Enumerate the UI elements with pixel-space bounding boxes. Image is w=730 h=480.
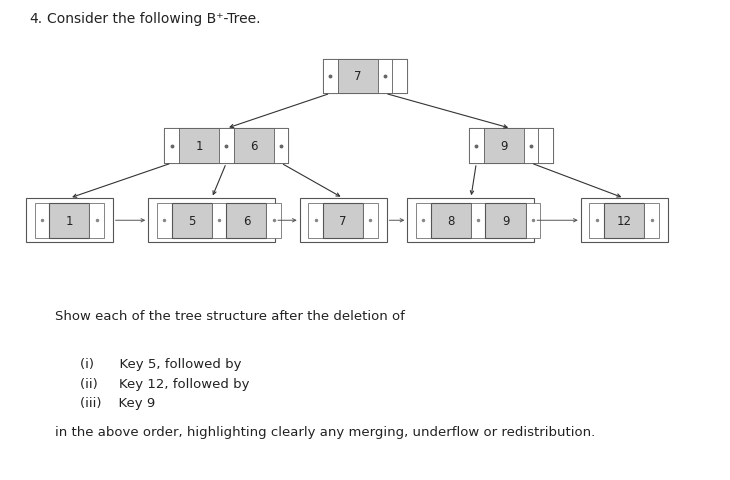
Bar xyxy=(378,60,393,94)
Bar xyxy=(309,204,323,238)
Bar xyxy=(157,204,172,238)
Bar xyxy=(212,204,226,238)
Bar xyxy=(483,129,524,164)
Bar xyxy=(364,204,378,238)
Bar xyxy=(219,129,234,164)
Bar xyxy=(299,199,387,243)
Bar xyxy=(164,129,288,164)
Bar xyxy=(393,60,407,94)
Text: 7: 7 xyxy=(354,70,361,84)
Bar xyxy=(323,204,363,238)
Text: 5: 5 xyxy=(188,214,196,228)
Text: 9: 9 xyxy=(500,140,507,153)
Text: 4.: 4. xyxy=(29,12,42,26)
Bar xyxy=(407,199,534,243)
Bar xyxy=(645,204,659,238)
Text: 12: 12 xyxy=(617,214,631,228)
Bar xyxy=(604,204,645,238)
Bar xyxy=(581,199,668,243)
Bar xyxy=(274,129,288,164)
Text: 7: 7 xyxy=(339,214,347,228)
Bar xyxy=(471,204,485,238)
Bar xyxy=(266,204,281,238)
Bar xyxy=(524,129,539,164)
Text: (iii)    Key 9: (iii) Key 9 xyxy=(80,396,155,409)
Bar xyxy=(89,204,104,238)
Bar xyxy=(590,204,604,238)
Bar xyxy=(226,204,266,238)
Bar xyxy=(164,129,179,164)
Bar xyxy=(148,199,275,243)
Bar xyxy=(172,204,212,238)
Bar xyxy=(323,60,407,94)
Bar xyxy=(431,204,471,238)
Bar xyxy=(485,204,526,238)
Bar xyxy=(337,60,378,94)
Text: 9: 9 xyxy=(502,214,510,228)
Text: Show each of the tree structure after the deletion of: Show each of the tree structure after th… xyxy=(55,310,404,323)
Bar xyxy=(323,60,337,94)
Text: (i)      Key 5, followed by: (i) Key 5, followed by xyxy=(80,358,242,371)
Bar xyxy=(469,129,483,164)
Bar xyxy=(179,129,219,164)
Text: 8: 8 xyxy=(447,214,455,228)
Bar xyxy=(50,204,90,238)
Text: (ii)     Key 12, followed by: (ii) Key 12, followed by xyxy=(80,377,250,390)
Bar xyxy=(416,204,431,238)
Text: 6: 6 xyxy=(242,214,250,228)
Bar xyxy=(34,204,50,238)
Bar xyxy=(26,199,112,243)
Text: 6: 6 xyxy=(250,140,258,153)
Text: 1: 1 xyxy=(66,214,73,228)
Text: in the above order, highlighting clearly any merging, underflow or redistributio: in the above order, highlighting clearly… xyxy=(55,425,595,438)
Bar xyxy=(469,129,553,164)
Bar xyxy=(539,129,553,164)
Bar xyxy=(526,204,540,238)
Text: 1: 1 xyxy=(195,140,203,153)
Text: Consider the following B⁺-Tree.: Consider the following B⁺-Tree. xyxy=(47,12,261,26)
Bar xyxy=(234,129,274,164)
